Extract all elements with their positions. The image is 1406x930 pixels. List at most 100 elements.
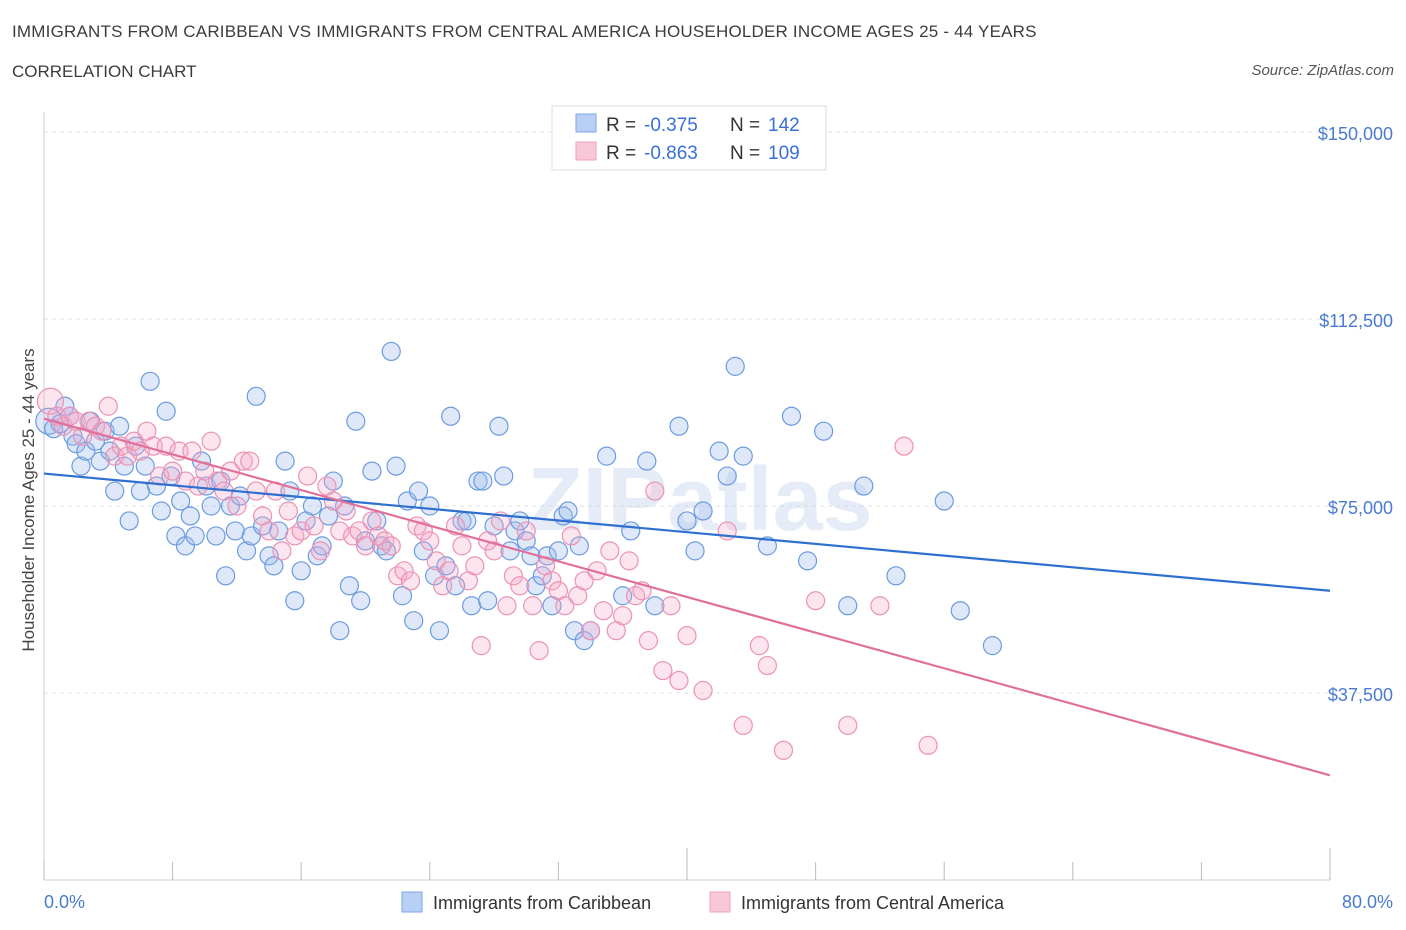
caribbean-point <box>285 591 305 611</box>
central-america-n-label: N = <box>730 143 760 164</box>
caribbean-point <box>408 481 429 501</box>
central-america-point <box>330 521 350 541</box>
caribbean-point <box>264 556 284 576</box>
central-america-point <box>587 561 607 581</box>
caribbean-point <box>236 541 257 561</box>
central-america-point <box>98 396 118 416</box>
caribbean-point <box>558 501 578 521</box>
central-america-point <box>661 596 681 616</box>
caribbean-point <box>201 496 221 516</box>
central-america-point <box>240 451 260 471</box>
central-america-point <box>600 541 620 561</box>
central-america-trend-line <box>43 417 1331 777</box>
central-america-point <box>638 631 659 651</box>
central-america-point <box>918 735 938 755</box>
caribbean-point <box>468 471 488 491</box>
legend-central-america-label: Immigrants from Central America <box>741 893 1005 913</box>
caribbean-point <box>838 596 858 616</box>
y-tick-label: $37,500 <box>1328 685 1393 705</box>
central-america-points <box>36 387 938 760</box>
central-america-point <box>749 636 769 656</box>
caribbean-point <box>140 371 160 391</box>
caribbean-point <box>597 446 617 466</box>
central-america-point <box>233 451 253 471</box>
trend-lines <box>43 417 1331 777</box>
caribbean-r-value: -0.375 <box>644 115 698 136</box>
central-america-point <box>368 526 388 546</box>
caribbean-point <box>950 601 970 621</box>
gridlines <box>44 131 1392 694</box>
caribbean-point <box>413 541 433 561</box>
caribbean-point <box>386 456 406 476</box>
central-america-point <box>400 571 421 591</box>
central-america-point <box>619 551 639 571</box>
stats-legend-box <box>551 105 827 171</box>
caribbean-point <box>717 466 737 486</box>
central-america-r-value: -0.863 <box>644 143 698 164</box>
central-america-point <box>227 496 247 516</box>
caribbean-point <box>429 621 450 641</box>
central-america-point <box>574 571 594 591</box>
caribbean-point <box>175 536 196 556</box>
caribbean-point <box>637 451 657 471</box>
caribbean-point <box>90 451 110 471</box>
central-america-point <box>163 461 183 481</box>
caribbean-point <box>733 446 753 466</box>
central-america-point <box>653 660 673 681</box>
central-america-point <box>195 461 215 481</box>
central-america-point <box>304 516 324 536</box>
caribbean-point <box>709 441 729 461</box>
central-america-point <box>394 561 414 581</box>
caribbean-point <box>814 421 834 441</box>
caribbean-point <box>216 566 236 586</box>
caribbean-point <box>516 531 536 551</box>
caribbean-point <box>392 586 413 606</box>
caribbean-point <box>621 521 641 541</box>
central-america-point <box>201 431 221 451</box>
caribbean-point <box>478 591 498 611</box>
caribbean-point <box>441 406 461 426</box>
caribbean-point <box>318 506 339 526</box>
caribbean-trend-line <box>43 472 1331 592</box>
central-america-r-label: R = <box>606 143 636 164</box>
caribbean-point <box>323 471 343 491</box>
central-america-point <box>291 521 311 541</box>
central-america-point <box>580 621 601 641</box>
caribbean-point <box>645 596 665 616</box>
central-america-point <box>669 670 689 691</box>
caribbean-point <box>291 561 311 581</box>
caribbean-point <box>351 591 371 611</box>
x-ticks <box>43 848 1331 880</box>
x-tick-label-min: 0.0% <box>44 892 85 912</box>
legend-caribbean-swatch <box>401 891 423 913</box>
caribbean-swatch <box>575 113 597 133</box>
central-america-point <box>542 571 562 591</box>
caribbean-point <box>135 456 155 476</box>
central-america-point <box>894 436 914 456</box>
caribbean-point <box>259 546 279 566</box>
caribbean-point <box>569 536 589 556</box>
caribbean-point <box>404 611 424 631</box>
central-america-point <box>677 626 697 646</box>
stats-legend: R = -0.375 N = 142 R = -0.863 N = 109 <box>551 105 827 171</box>
caribbean-point <box>797 551 818 571</box>
central-america-point <box>503 566 523 586</box>
caribbean-point <box>574 631 594 651</box>
central-america-point <box>516 521 536 541</box>
caribbean-point <box>693 501 713 521</box>
caribbean-point <box>669 416 689 436</box>
y-tick-label: $112,500 <box>1319 311 1393 331</box>
central-america-point <box>613 606 633 626</box>
central-america-point <box>645 481 665 501</box>
central-america-point <box>285 526 305 546</box>
caribbean-point <box>854 476 874 496</box>
caribbean-point <box>934 491 954 511</box>
central-america-point <box>259 521 279 541</box>
caribbean-point <box>171 491 191 511</box>
central-america-point <box>805 591 826 611</box>
central-america-point <box>355 536 376 556</box>
caribbean-point <box>677 511 697 531</box>
central-america-point <box>484 541 504 561</box>
central-america-point <box>439 561 459 581</box>
central-america-point <box>757 655 777 676</box>
